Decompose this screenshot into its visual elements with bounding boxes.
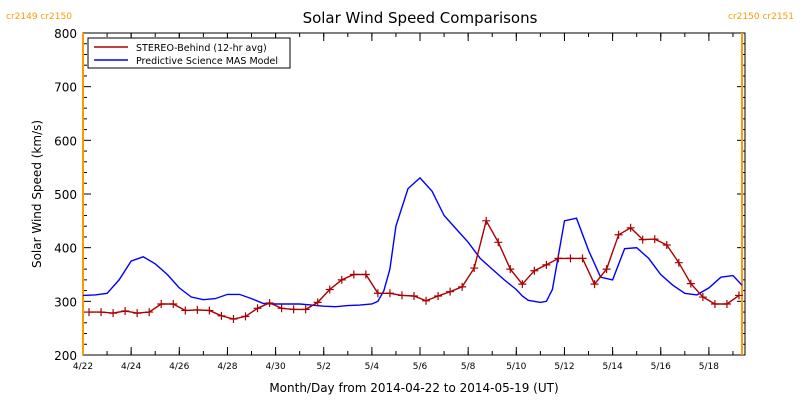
data-point-stereo	[361, 270, 370, 279]
y-axis: 200 300 400 500 600 700 800	[54, 27, 745, 363]
data-point-stereo	[337, 275, 346, 284]
x-tick-label: 5/18	[699, 362, 719, 372]
data-point-stereo	[193, 305, 202, 314]
data-point-stereo	[265, 298, 274, 307]
data-point-stereo	[301, 305, 310, 314]
data-point-stereo	[638, 235, 647, 244]
data-point-stereo	[722, 300, 731, 309]
x-tick-label: 5/4	[365, 362, 380, 372]
data-point-stereo	[241, 312, 250, 321]
data-point-stereo	[229, 315, 238, 324]
data-point-stereo	[482, 216, 491, 225]
data-point-stereo	[494, 238, 503, 247]
data-point-stereo	[602, 265, 611, 274]
data-point-stereo	[578, 254, 587, 263]
data-point-stereo	[181, 306, 190, 315]
data-point-stereo	[373, 289, 382, 298]
x-tick-label: 4/24	[121, 362, 141, 372]
y-tick-label: 600	[54, 134, 77, 148]
x-tick-label: 4/28	[217, 362, 237, 372]
data-point-stereo	[434, 291, 443, 300]
series-group	[82, 176, 743, 324]
y-axis-label: Solar Wind Speed (km/s)	[30, 120, 44, 268]
series-line-model	[82, 176, 743, 308]
data-point-stereo	[410, 291, 418, 300]
x-tick-label: 5/6	[413, 362, 428, 372]
data-point-stereo	[530, 266, 539, 275]
data-point-stereo	[349, 270, 358, 279]
x-tick-label: 5/8	[461, 362, 476, 372]
data-point-stereo	[650, 235, 659, 244]
data-point-stereo	[121, 306, 130, 315]
data-point-stereo	[710, 300, 719, 309]
data-point-stereo	[446, 287, 455, 296]
x-tick-label: 5/12	[554, 362, 574, 372]
legend-label-stereo: STEREO-Behind (12-hr avg)	[136, 43, 267, 54]
data-point-stereo	[385, 289, 394, 298]
x-axis: 4/22 4/24 4/26 4/28 4/30 5/2 5/4 5/6 5/8 5/10 5/12…	[73, 33, 734, 372]
y-tick-label: 700	[54, 81, 77, 95]
y-tick-label: 800	[54, 27, 77, 41]
x-tick-label: 4/30	[265, 362, 285, 372]
carrington-label: cr2149 cr2150	[6, 12, 72, 22]
y-tick-label: 300	[54, 295, 77, 309]
y-tick-label: 400	[54, 242, 77, 256]
x-tick-label: 5/10	[506, 362, 526, 372]
data-point-stereo	[133, 309, 142, 318]
data-point-stereo	[470, 264, 479, 273]
data-point-stereo	[253, 304, 262, 313]
data-point-stereo	[109, 309, 118, 318]
data-point-stereo	[169, 300, 178, 309]
data-point-stereo	[325, 285, 334, 294]
carrington-label: cr2150 cr2151	[728, 12, 794, 22]
data-point-stereo	[686, 279, 695, 288]
data-point-stereo	[674, 258, 683, 267]
carrington-markers: cr2149 cr2150 cr2150 cr2151	[6, 12, 794, 355]
data-point-stereo	[289, 305, 298, 314]
data-point-stereo	[85, 308, 94, 317]
legend-box	[87, 37, 291, 69]
data-point-stereo	[734, 291, 743, 300]
plot-frame	[82, 32, 746, 356]
data-point-stereo	[614, 230, 623, 239]
data-point-stereo	[566, 254, 575, 263]
data-point-stereo	[458, 282, 467, 291]
data-point-stereo	[157, 300, 166, 309]
x-axis-label: Month/Day from 2014-04-22 to 2014-05-19 …	[269, 381, 558, 395]
data-point-stereo	[97, 308, 106, 317]
data-point-stereo	[397, 291, 406, 300]
y-tick-label: 200	[54, 349, 77, 363]
data-point-stereo	[277, 304, 286, 313]
y-tick-label: 500	[54, 188, 77, 202]
legend: STEREO-Behind (12-hr avg) Predictive Sci…	[87, 37, 291, 69]
data-point-stereo	[205, 306, 214, 315]
data-point-stereo	[590, 280, 599, 289]
data-point-stereo	[145, 308, 154, 317]
data-point-stereo	[542, 260, 551, 269]
x-tick-label: 5/2	[316, 362, 330, 372]
data-point-stereo	[518, 280, 527, 289]
data-point-stereo	[662, 240, 671, 249]
chart-title: Solar Wind Speed Comparisons	[303, 9, 538, 27]
data-point-stereo	[313, 298, 322, 307]
data-point-stereo	[626, 223, 635, 232]
data-point-stereo	[506, 265, 515, 274]
x-tick-label: 5/14	[602, 362, 622, 372]
data-point-stereo	[217, 311, 226, 320]
series-line-stereo	[89, 218, 740, 320]
data-point-stereo	[422, 296, 431, 305]
x-tick-label: 4/22	[73, 362, 93, 372]
data-point-stereo	[554, 254, 563, 263]
x-tick-label: 4/26	[169, 362, 189, 372]
data-point-stereo	[698, 293, 707, 302]
legend-label-model: Predictive Science MAS Model	[136, 56, 278, 67]
x-tick-label: 5/16	[651, 362, 671, 372]
